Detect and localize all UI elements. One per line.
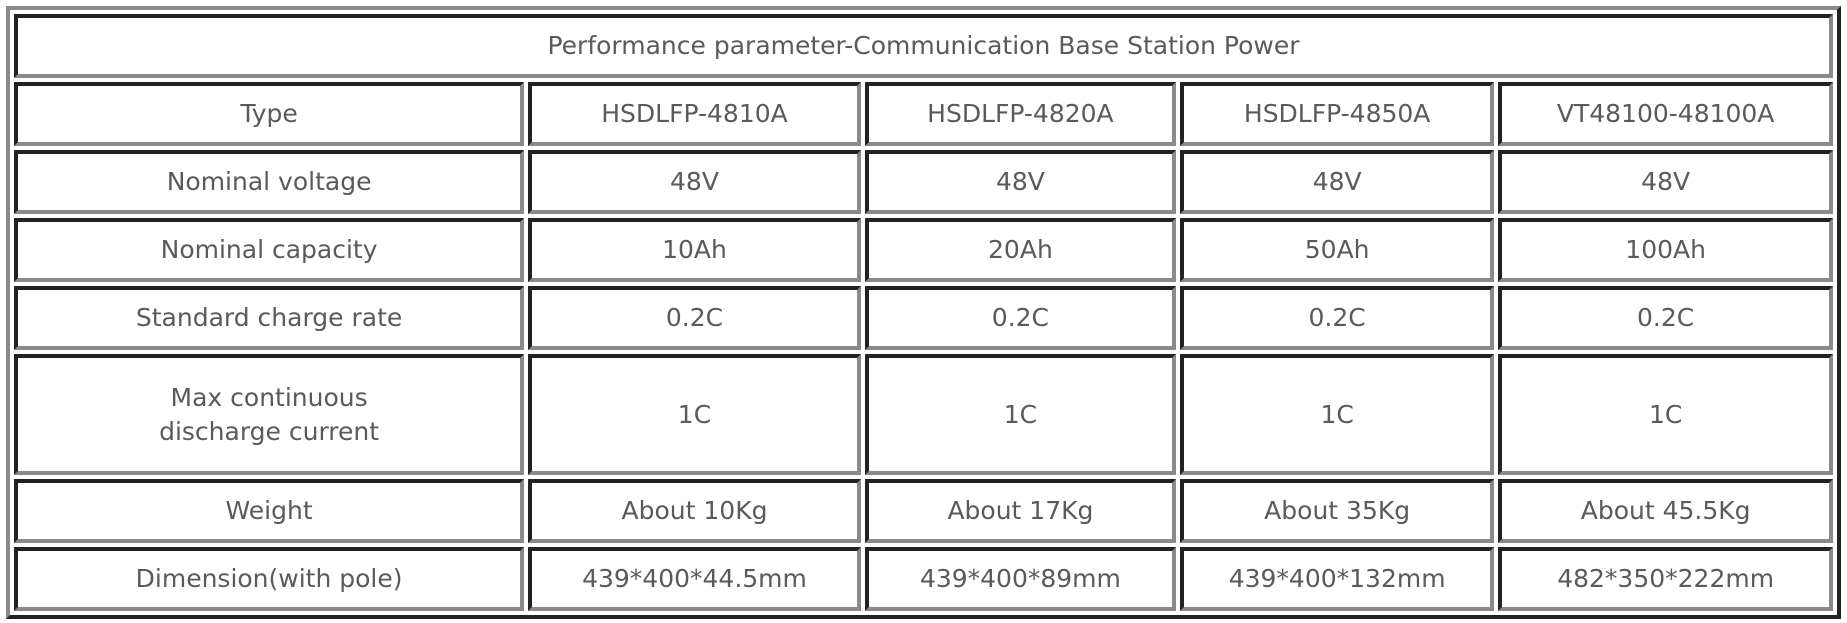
table-title: Performance parameter-Communication Base… bbox=[14, 14, 1833, 78]
header-cell: Type bbox=[14, 82, 525, 146]
header-cell: HSDLFP-4850A bbox=[1180, 82, 1495, 146]
table-cell: 0.2C bbox=[1180, 286, 1495, 350]
table-cell: 48V bbox=[1180, 150, 1495, 214]
table-cell: 48V bbox=[528, 150, 861, 214]
table-cell: 439*400*132mm bbox=[1180, 547, 1495, 611]
table-cell: 0.2C bbox=[1498, 286, 1833, 350]
table-row: Nominal voltage 48V 48V 48V 48V bbox=[14, 150, 1833, 214]
table-row: Nominal capacity 10Ah 20Ah 50Ah 100Ah bbox=[14, 218, 1833, 282]
row-label: Nominal voltage bbox=[14, 150, 525, 214]
table-cell: 439*400*44.5mm bbox=[528, 547, 861, 611]
table-cell: About 45.5Kg bbox=[1498, 479, 1833, 543]
table-row: Dimension(with pole) 439*400*44.5mm 439*… bbox=[14, 547, 1833, 611]
table-cell: About 10Kg bbox=[528, 479, 861, 543]
table-row: Max continuous discharge current 1C 1C 1… bbox=[14, 354, 1833, 475]
table-cell: 1C bbox=[1498, 354, 1833, 475]
table-cell: 482*350*222mm bbox=[1498, 547, 1833, 611]
table-cell: About 35Kg bbox=[1180, 479, 1495, 543]
table-cell: 439*400*89mm bbox=[864, 547, 1177, 611]
row-label: Dimension(with pole) bbox=[14, 547, 525, 611]
table-cell: 50Ah bbox=[1180, 218, 1495, 282]
table-cell: 48V bbox=[1498, 150, 1833, 214]
table-cell: 10Ah bbox=[528, 218, 861, 282]
table-cell: 1C bbox=[528, 354, 861, 475]
table-cell: 20Ah bbox=[864, 218, 1177, 282]
table-cell: 100Ah bbox=[1498, 218, 1833, 282]
table-row: Standard charge rate 0.2C 0.2C 0.2C 0.2C bbox=[14, 286, 1833, 350]
row-label: Max continuous discharge current bbox=[14, 354, 525, 475]
title-row: Performance parameter-Communication Base… bbox=[14, 14, 1833, 78]
header-cell: HSDLFP-4810A bbox=[528, 82, 861, 146]
table-cell: 0.2C bbox=[528, 286, 861, 350]
table-row: Weight About 10Kg About 17Kg About 35Kg … bbox=[14, 479, 1833, 543]
header-row: Type HSDLFP-4810A HSDLFP-4820A HSDLFP-48… bbox=[14, 82, 1833, 146]
table-cell: 48V bbox=[864, 150, 1177, 214]
header-cell: VT48100-48100A bbox=[1498, 82, 1833, 146]
header-cell: HSDLFP-4820A bbox=[864, 82, 1177, 146]
row-label: Standard charge rate bbox=[14, 286, 525, 350]
table-cell: 0.2C bbox=[864, 286, 1177, 350]
table-cell: About 17Kg bbox=[864, 479, 1177, 543]
row-label: Nominal capacity bbox=[14, 218, 525, 282]
spec-table: Performance parameter-Communication Base… bbox=[6, 6, 1841, 619]
row-label: Weight bbox=[14, 479, 525, 543]
table-cell: 1C bbox=[864, 354, 1177, 475]
table-cell: 1C bbox=[1180, 354, 1495, 475]
